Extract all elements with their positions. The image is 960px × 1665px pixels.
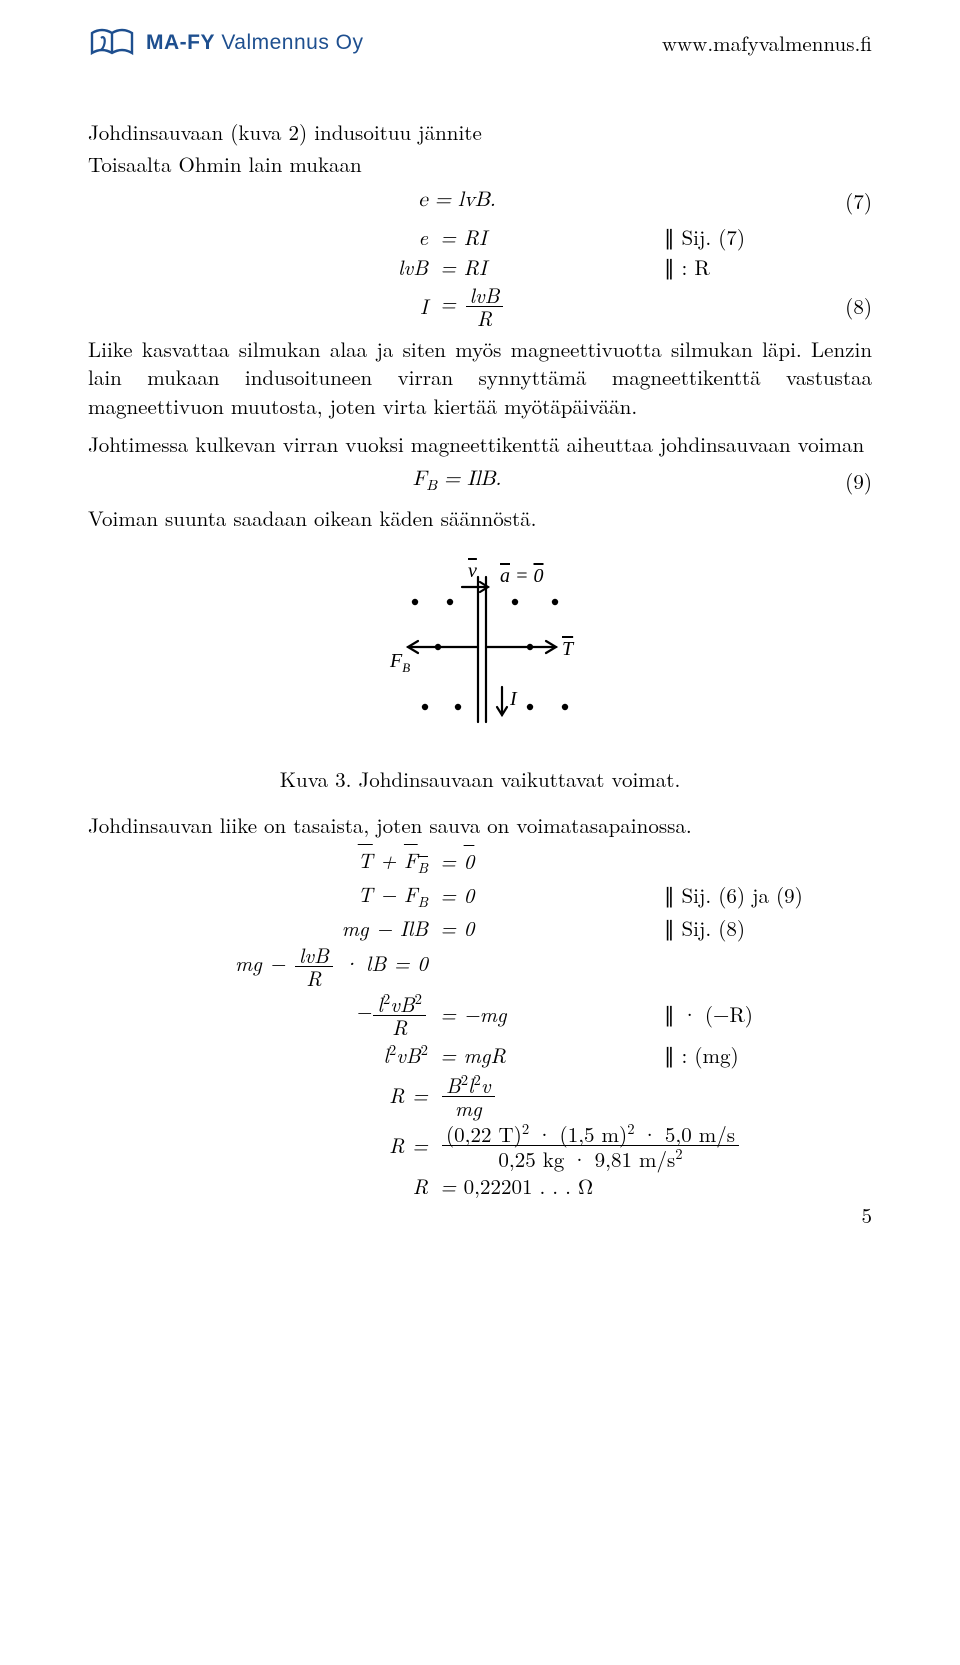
- bal8-den: 0,25 kg · 9,81 m/s2: [442, 1146, 739, 1170]
- equation-8-block: e = RI ∥ Sij. (7) lvB = RI ∥ : R I = lvB…: [88, 223, 872, 329]
- bal3-note: ∥ Sij. (8): [640, 914, 826, 942]
- page-header: MA-FY Valmennus Oy www.mafyvalmennus.fi: [88, 26, 872, 60]
- bal1-T: T: [358, 845, 373, 875]
- paragraph-6: Johdinsauvan liike on tasaista, joten sa…: [88, 811, 872, 839]
- paragraph-4: Johtimessa kulkevan virran vuoksi magnee…: [88, 430, 872, 458]
- paragraph-3: Liike kasvattaa silmukan alaa ja siten m…: [88, 335, 872, 420]
- svg-text:a = 0: a = 0: [500, 565, 544, 587]
- eq8b-rhs: = RI: [440, 252, 487, 282]
- bal2-lhs: T − F: [358, 879, 418, 909]
- bal5-den: R: [373, 1016, 426, 1038]
- bal4-den: R: [295, 967, 333, 989]
- bal6-lhs: l2vB2: [383, 1040, 428, 1070]
- eq8b-lhs: lvB: [398, 252, 428, 282]
- eq8-num: (8): [826, 292, 872, 320]
- svg-text:I: I: [509, 688, 518, 710]
- svg-text:T: T: [562, 638, 575, 660]
- header-url: www.mafyvalmennus.fi: [662, 28, 872, 58]
- bal4-pre: mg −: [235, 948, 293, 978]
- bal7-lhs: R =: [389, 1080, 428, 1110]
- paragraph-5: Voiman suunta saadaan oikean käden säänn…: [88, 504, 872, 532]
- bal2-rhs: = 0: [440, 880, 474, 910]
- bal6-note: ∥ : (mg): [640, 1041, 826, 1069]
- equation-7: e = lvB. (7): [88, 187, 872, 215]
- svg-text:FB: FB: [389, 650, 410, 675]
- bal8-lhs: R =: [389, 1130, 428, 1160]
- logo-text-strong: MA-FY: [146, 31, 215, 54]
- bal1-Fb: B: [418, 857, 428, 878]
- logo: MA-FY Valmennus Oy: [88, 26, 364, 60]
- bal7-den: mg: [442, 1097, 495, 1119]
- eq8c-lhs: I: [420, 291, 428, 321]
- eq8c-den: R: [466, 307, 504, 329]
- eq8a-note: ∥ Sij. (7): [640, 223, 826, 251]
- bal2-sub: B: [418, 891, 428, 912]
- eq8a-rhs: = RI: [440, 222, 487, 252]
- bal1-F: F: [404, 845, 418, 875]
- page-number: 5: [862, 1200, 873, 1230]
- balance-equations: T + FB = 0 T − FB = 0 ∥ Sij. (6) ja (9) …: [88, 846, 872, 1200]
- bal5-neg: −: [355, 996, 371, 1026]
- paragraph-1: Johdinsauvaan (kuva 2) indusoituu jännit…: [88, 118, 872, 146]
- bal8-num: (0,22 T)2 · (1,5 m)2 · 5,0 m/s: [442, 1121, 739, 1146]
- logo-text: MA-FY Valmennus Oy: [146, 31, 364, 55]
- eq8a-lhs: e: [418, 222, 428, 252]
- bal5-rhs: = −mg: [440, 999, 507, 1029]
- paragraph-2: Toisaalta Ohmin lain mukaan: [88, 150, 872, 178]
- bal3-lhs: mg − IlB: [342, 913, 428, 943]
- eq7-num: (7): [826, 187, 872, 215]
- svg-text:v: v: [468, 560, 477, 582]
- equation-9: FB = IlB. (9): [88, 466, 872, 496]
- bal4-post: · lB = 0: [335, 948, 428, 978]
- eq8b-note: ∥ : R: [640, 253, 826, 281]
- figure-3-caption: Kuva 3. Johdinsauvaan vaikuttavat voimat…: [88, 765, 872, 793]
- book-icon: [88, 26, 136, 60]
- eq7-tex: e = lvB.: [418, 190, 495, 211]
- logo-text-light: Valmennus Oy: [215, 31, 364, 54]
- eq9-rhs: = IlB.: [437, 469, 501, 490]
- eq9-sub: B: [426, 478, 436, 493]
- bal5-note: ∥ · (−R): [640, 1000, 826, 1028]
- eq9-num: (9): [826, 467, 872, 495]
- bal1-0: 0: [464, 846, 475, 876]
- eq9-F: F: [413, 469, 427, 490]
- figure-3: FB T I v a = 0: [88, 547, 872, 753]
- bal2-note: ∥ Sij. (6) ja (9): [640, 881, 826, 909]
